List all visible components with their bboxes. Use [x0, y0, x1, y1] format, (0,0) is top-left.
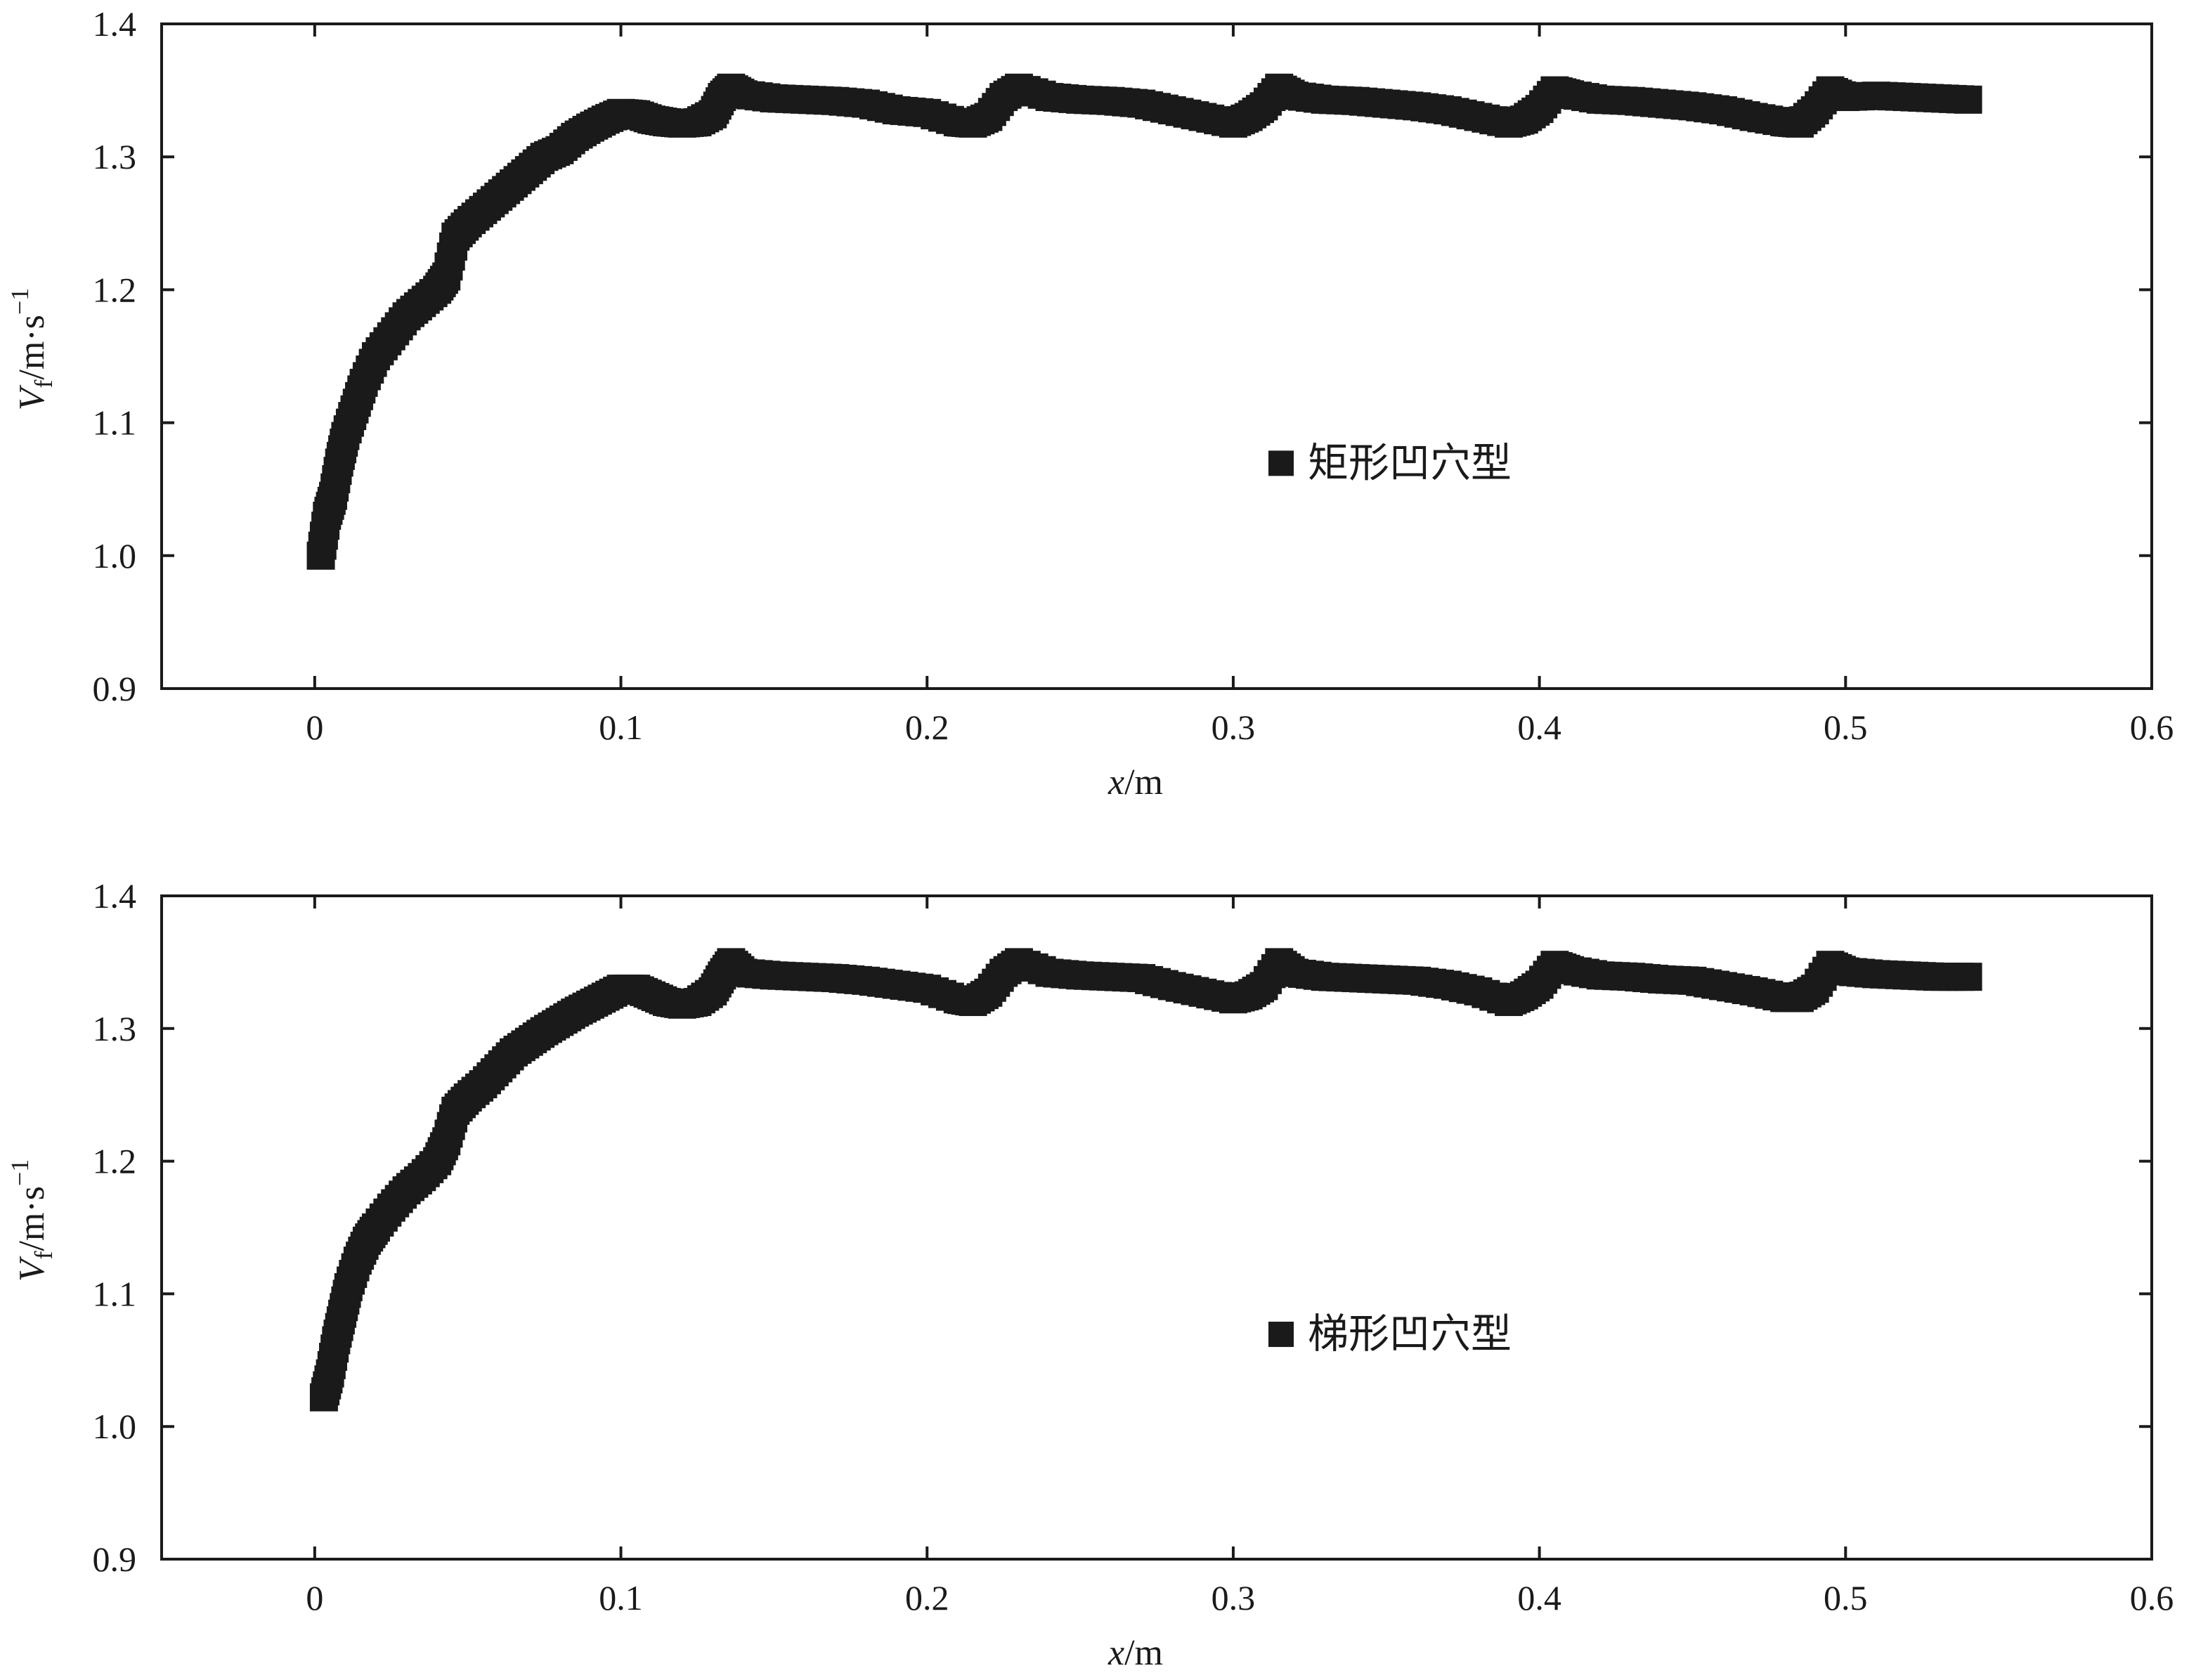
- y-tick-label: 1.0: [93, 536, 137, 575]
- x-tick-label: 0.4: [1517, 1578, 1561, 1617]
- y-tick-label: 1.1: [93, 403, 137, 443]
- x-tick-label: 0.4: [1517, 708, 1561, 747]
- panel-trapezoidal-cavity: 0 0.1 0.2 0.3 0.4 0.5 0.6 0.9 1.0 1.1 1.2 1.3 1.4 x/m…: [6, 876, 2174, 1673]
- x-axis-label: x/m: [1108, 1633, 1163, 1673]
- y-axis-subscript: f: [30, 1251, 58, 1260]
- x-axis-unit: /m: [1124, 762, 1163, 802]
- plot-frame: [160, 22, 2153, 690]
- y-tick-label: 1.4: [93, 876, 137, 916]
- y-axis-superscript: −1: [6, 1159, 34, 1186]
- series-markers: [309, 948, 1982, 1412]
- y-tick-label: 1.3: [93, 1009, 137, 1048]
- y-axis-unit: /m·s: [12, 1186, 52, 1251]
- data-point: [1954, 963, 1982, 991]
- y-axis-label: Vf/m·s−1: [6, 1159, 58, 1282]
- y-tick-label: 0.9: [93, 669, 137, 708]
- x-tick-label: 0.1: [599, 708, 643, 747]
- legend-marker: [1268, 1322, 1294, 1348]
- x-axis-var: x: [1108, 762, 1124, 802]
- x-tick-label: 0.3: [1212, 1578, 1256, 1617]
- y-tick-label: 1.0: [93, 1407, 137, 1446]
- x-tick-label: 0.6: [2130, 708, 2174, 747]
- legend-label: 梯形凹穴型: [1308, 1310, 1512, 1357]
- y-tick-label: 1.4: [93, 4, 137, 44]
- y-axis-unit: /m·s: [12, 315, 52, 379]
- x-tick-label: 0: [306, 708, 323, 747]
- x-tick-label: 0: [306, 1578, 323, 1617]
- x-tick-label: 0.2: [905, 1578, 949, 1617]
- x-tick-label: 0.6: [2130, 1578, 2174, 1617]
- x-tick-label: 0.3: [1212, 708, 1256, 747]
- legend-label: 矩形凹穴型: [1308, 438, 1512, 486]
- y-tick-label: 1.2: [93, 270, 137, 309]
- y-tick-label: 1.1: [93, 1274, 137, 1313]
- x-tick-label: 0.5: [1824, 1578, 1868, 1617]
- x-tick-label: 0.1: [599, 1578, 643, 1617]
- y-tick-label: 1.2: [93, 1142, 137, 1181]
- legend-marker: [1268, 450, 1294, 476]
- plot-frame: [160, 894, 2153, 1561]
- y-axis-label: Vf/m·s−1: [6, 288, 58, 411]
- y-axis-var: V: [12, 1256, 52, 1282]
- x-axis-label: x/m: [1108, 762, 1163, 802]
- x-tick-label: 0.5: [1824, 708, 1868, 747]
- y-axis-subscript: f: [30, 380, 58, 389]
- x-axis-unit: /m: [1124, 1633, 1163, 1673]
- x-tick-label: 0.2: [905, 708, 949, 747]
- y-tick-label: 0.9: [93, 1539, 137, 1579]
- y-tick-label: 1.3: [93, 137, 137, 176]
- panel-rectangular-cavity: 0 0.1 0.2 0.3 0.4 0.5 0.6 0.9 1.0 1.1 1.2 1.3 1.4 x/m…: [6, 4, 2174, 802]
- series-markers: [306, 73, 1982, 570]
- data-point: [1954, 85, 1982, 114]
- x-axis-var: x: [1108, 1633, 1124, 1673]
- y-axis-var: V: [12, 384, 52, 410]
- y-axis-superscript: −1: [6, 288, 34, 315]
